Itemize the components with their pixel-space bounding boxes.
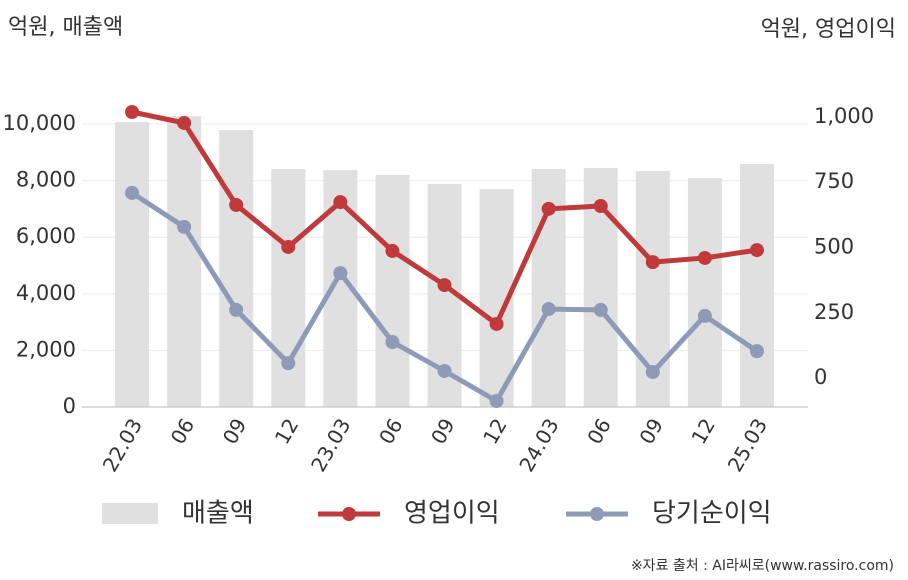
y2-tick-label: 750: [814, 169, 854, 193]
point: [437, 278, 452, 293]
y-axis-label: 억원, 매출액: [8, 15, 123, 40]
point: [489, 393, 504, 408]
point: [177, 115, 192, 130]
y-tick-label: 4,000: [16, 281, 76, 305]
point: [697, 250, 712, 265]
y2-tick-label: 250: [814, 300, 854, 324]
x-tick-label: 12: [686, 414, 720, 448]
point: [749, 243, 764, 258]
x-tick-label: 22.03: [98, 414, 147, 476]
point: [749, 344, 764, 359]
x-tick-label: 24.03: [514, 414, 563, 476]
point: [489, 316, 504, 331]
source-note: ※자료 출처 : AI라씨로(www.rassiro.com): [631, 558, 894, 574]
point: [229, 302, 244, 317]
y2-tick-label: 1,000: [814, 104, 874, 128]
point: [385, 334, 400, 349]
point: [229, 197, 244, 212]
legend-label: 매출액: [182, 499, 254, 529]
point: [281, 356, 296, 371]
legend-swatch: [342, 507, 356, 521]
bar: [687, 178, 722, 407]
point: [593, 198, 608, 213]
point: [125, 185, 140, 200]
bar: [375, 174, 410, 407]
y-tick-label: 8,000: [16, 168, 76, 192]
x-tick-label: 09: [634, 414, 668, 448]
x-tick-label: 12: [270, 414, 304, 448]
bar: [739, 163, 774, 407]
y-tick-label: 6,000: [16, 224, 76, 248]
x-tick-label: 06: [582, 414, 616, 448]
y2-tick-label: 500: [814, 234, 854, 258]
x-tick-label: 25.03: [723, 414, 772, 476]
y-tick-label: 10,000: [3, 111, 76, 135]
y2-tick-label: 0: [814, 365, 827, 389]
point: [177, 219, 192, 234]
y-tick-label: 2,000: [16, 337, 76, 361]
point: [333, 195, 348, 210]
legend-swatch: [590, 507, 604, 521]
y-tick-label: 0: [63, 394, 76, 418]
point: [697, 308, 712, 323]
x-tick-label: 09: [426, 414, 460, 448]
x-tick-label: 06: [374, 414, 408, 448]
point: [541, 201, 556, 216]
bar: [115, 122, 150, 408]
bar: [167, 116, 202, 407]
legend-label: 영업이익: [404, 499, 500, 529]
point: [281, 239, 296, 254]
x-tick-label: 23.03: [306, 414, 355, 476]
y2-axis-label: 억원, 영업이익: [761, 17, 896, 42]
legend-swatch: [102, 503, 158, 524]
point: [645, 255, 660, 270]
x-tick-label: 09: [218, 414, 252, 448]
point: [385, 243, 400, 258]
x-tick-label: 06: [166, 414, 200, 448]
point: [333, 266, 348, 281]
point: [645, 365, 660, 380]
x-tick-label: 12: [478, 414, 512, 448]
bar: [271, 169, 306, 407]
point: [593, 302, 608, 317]
bar: [219, 129, 254, 408]
point: [541, 302, 556, 317]
point: [125, 105, 140, 120]
legend-label: 당기순이익: [652, 499, 772, 529]
point: [437, 363, 452, 378]
